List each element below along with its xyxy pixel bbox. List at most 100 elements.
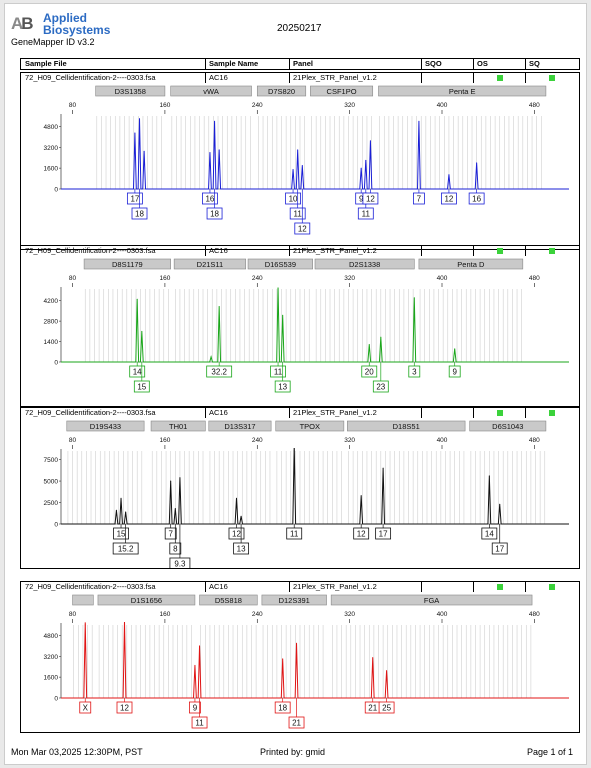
panel-3-y-tick-0: 0 — [54, 522, 58, 529]
panel-3-peak-2 — [125, 511, 127, 513]
panel-2-y-tick-3: 4200 — [44, 298, 59, 305]
panel-2-peak-4 — [277, 288, 279, 290]
run-date: 20250217 — [277, 23, 322, 34]
panel-2-allele-box-1 — [133, 380, 150, 393]
panel-3-allele-box-1 — [113, 527, 129, 540]
col-sample-file: Sample File — [25, 59, 67, 68]
panel-1-allele-label-1: 18 — [135, 210, 144, 219]
panel-4-x-tick-5: 480 — [529, 611, 540, 618]
panel-1-x-tick-4: 400 — [437, 102, 448, 109]
panel-3-allele-label-2: 15.2 — [118, 545, 134, 554]
panel-2-allele-box-3 — [206, 365, 233, 378]
panel-3-locus-bar-5 — [469, 420, 547, 432]
panel-1-peak-12 — [418, 120, 420, 122]
panel-3-allele-label-5: 9.3 — [174, 560, 186, 569]
panel-2-allele-box-8 — [408, 365, 421, 378]
panel-3-allele-box-6 — [228, 527, 245, 540]
panel-4-x-tick-1: 160 — [159, 611, 170, 618]
panel-4-allele-label-2: 9 — [193, 704, 198, 713]
panel-2-allele-label-6: 20 — [365, 368, 374, 377]
panel-3-allele-label-8: 11 — [290, 530, 299, 539]
panel-3-peak-1 — [120, 497, 122, 499]
panel-2-allele-box-0 — [129, 365, 146, 378]
panel-1-peak-0 — [134, 132, 136, 134]
panel-2-locus-label-0: D8S1179 — [112, 260, 143, 269]
panel-2-peak-1 — [141, 330, 143, 332]
panel-1-y-tick-3: 4800 — [44, 124, 59, 131]
panel-2-allele-label-7: 23 — [376, 383, 385, 392]
page-number: Page 1 of 1 — [527, 747, 574, 757]
panel-3-allele-box-10 — [375, 527, 392, 540]
panel-3-allele-box-2 — [112, 542, 139, 555]
panel-2-x-tick-4: 400 — [437, 275, 448, 282]
panel-1-peak-11 — [369, 140, 371, 142]
panel-3-allele-box-9 — [353, 527, 370, 540]
panel-3-sq-status-indicator — [549, 410, 555, 416]
panel-3-sample-file: 72_H09_Cellidentification-2----0303.fsa — [25, 408, 156, 417]
panel-1-allele-box-10 — [357, 207, 374, 220]
panel-3-y-tick-2: 5000 — [44, 479, 59, 486]
panel-3-allele-label-9: 12 — [357, 530, 366, 539]
panel-3-electropherogram: D19S433 TH01 D13S317 TPOX D18S51 D6S1043 80 160… — [20, 418, 580, 569]
panel-1-locus-bar-2 — [256, 85, 307, 97]
panel-2-sample-file: 72_H09_Cellidentification-2----0303.fsa — [25, 246, 156, 255]
panel-2-y-tick-2: 2800 — [44, 319, 59, 326]
panel-1-panel-name: 21Plex_STR_Panel_v1.2 — [293, 73, 377, 82]
panel-3-peak-4 — [174, 508, 176, 510]
panel-2-locus-bar-1 — [173, 258, 247, 270]
panel-1-trace — [61, 118, 569, 190]
panel-4-trace — [61, 622, 569, 699]
panel-1-allele-label-11: 12 — [366, 195, 375, 204]
panel-1-y-tick-0: 0 — [54, 187, 58, 194]
panel-1-allele-label-13: 12 — [444, 195, 453, 204]
panel-1-x-tick-0: 80 — [69, 102, 77, 109]
col-sq: SQ — [529, 59, 540, 68]
panel-2-x-tick-1: 160 — [159, 275, 170, 282]
panel-2-locus-label-4: Penta D — [457, 260, 485, 269]
panel-4-allele-box-4 — [274, 701, 291, 714]
panel-2-peak-2 — [210, 356, 212, 358]
panel-4-y-tick-0: 0 — [54, 696, 58, 703]
panel-2-sq-status-indicator — [549, 248, 555, 254]
panel-4-allele-box-3 — [191, 716, 208, 729]
panel-2-locus-label-2: D16S539 — [265, 260, 296, 269]
report-page: AB Applied Biosystems 20250217 GeneMappe… — [4, 3, 587, 765]
panel-4-peak-4 — [282, 658, 284, 660]
printed-by: Printed by: gmid — [260, 747, 326, 757]
panel-4-allele-box-2 — [189, 701, 201, 714]
panel-3-allele-box-4 — [169, 542, 182, 555]
panel-4-peak-6 — [372, 657, 374, 659]
panel-1-peak-13 — [448, 174, 450, 176]
panel-3-allele-label-12: 17 — [495, 545, 504, 554]
panel-4-peak-3 — [199, 645, 201, 647]
panel-4-peak-5 — [296, 642, 298, 644]
panel-4-locus-label-4: FGA — [424, 596, 439, 605]
col-os: OS — [477, 59, 488, 68]
panel-4-allele-label-5: 21 — [292, 719, 301, 728]
panel-2-chart-svg: D8S1179 D21S11 D16S539 D2S1338 Penta D 80 160 2… — [44, 258, 569, 393]
panel-4-peak-1 — [124, 624, 125, 626]
panel-4-peak-2 — [194, 664, 196, 666]
panel-3-locus-label-0: D19S433 — [90, 422, 121, 431]
panel-4-peak-7 — [386, 670, 388, 672]
panel-1-locus-bar-1 — [170, 85, 252, 97]
panel-1-locus-label-3: CSF1PO — [327, 87, 357, 96]
panel-1-locus-label-4: Penta E — [449, 87, 476, 96]
panel-1-electropherogram: D3S1358 vWA D7S820 CSF1PO Penta E 80 160 240 320… — [20, 83, 580, 250]
panel-1-allele-label-8: 12 — [298, 225, 307, 234]
panel-3-locus-bar-4 — [347, 420, 466, 432]
panel-4-x-tick-2: 240 — [252, 611, 263, 618]
panel-2-bin-lines — [84, 289, 522, 362]
panel-4-allele-label-7: 25 — [382, 704, 391, 713]
panel-3-allele-box-3 — [164, 527, 177, 540]
panel-2-peak-0 — [136, 298, 138, 300]
panel-4-allele-box-1 — [116, 701, 133, 714]
col-panel: Panel — [293, 59, 314, 68]
panel-3-peak-11 — [488, 475, 490, 477]
panel-2-peak-7 — [380, 336, 382, 338]
panel-4-allele-label-4: 18 — [278, 704, 287, 713]
panel-4-y-tick-1: 1600 — [44, 675, 59, 682]
panel-4-locus-bar-4 — [330, 594, 533, 606]
panel-3-x-tick-1: 160 — [159, 437, 170, 444]
panel-2-sample-name: AC16 — [209, 246, 228, 255]
